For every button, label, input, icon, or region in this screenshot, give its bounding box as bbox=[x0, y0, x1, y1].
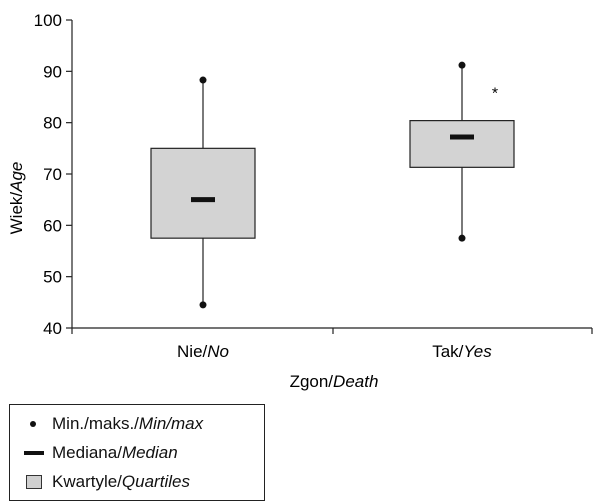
y-tick-label: 80 bbox=[43, 114, 62, 133]
y-tick-label: 70 bbox=[43, 165, 62, 184]
boxes: * bbox=[150, 61, 515, 309]
y-tick-label: 90 bbox=[43, 62, 62, 81]
x-category-label: Nie/No bbox=[177, 342, 229, 361]
box-group: * bbox=[409, 61, 515, 242]
x-axis-label: Zgon/Death bbox=[290, 372, 379, 391]
box-group bbox=[150, 76, 256, 309]
min-point bbox=[458, 234, 466, 242]
box-icon bbox=[24, 475, 46, 489]
y-ticks: 40 50 60 70 80 90 100 bbox=[34, 11, 72, 338]
legend-item-quartiles: Kwartyle/Quartiles bbox=[24, 471, 190, 493]
x-categories: Nie/No Tak/Yes bbox=[177, 342, 492, 361]
legend: Min./maks./Min/max Mediana/Median Kwarty… bbox=[9, 404, 265, 501]
min-point bbox=[199, 301, 207, 309]
y-tick-label: 40 bbox=[43, 319, 62, 338]
x-category-label: Tak/Yes bbox=[432, 342, 492, 361]
max-point bbox=[199, 76, 207, 84]
y-tick-label: 50 bbox=[43, 268, 62, 287]
legend-item-median: Mediana/Median bbox=[24, 442, 178, 464]
quartile-box bbox=[150, 147, 256, 239]
quartile-box bbox=[409, 120, 515, 168]
legend-item-minmax: Min./maks./Min/max bbox=[24, 413, 203, 435]
dot-icon bbox=[24, 417, 46, 431]
y-tick-label: 60 bbox=[43, 216, 62, 235]
max-point bbox=[458, 61, 466, 69]
y-axis-label: Wiek/Age bbox=[7, 162, 26, 235]
box-plot-chart: 40 50 60 70 80 90 100 * Wiek/Age Zgon/Death Ni… bbox=[7, 11, 593, 391]
axes bbox=[71, 20, 593, 334]
outlier-point: * bbox=[492, 85, 498, 102]
y-tick-label: 100 bbox=[34, 11, 62, 30]
median-line-icon bbox=[24, 446, 46, 460]
